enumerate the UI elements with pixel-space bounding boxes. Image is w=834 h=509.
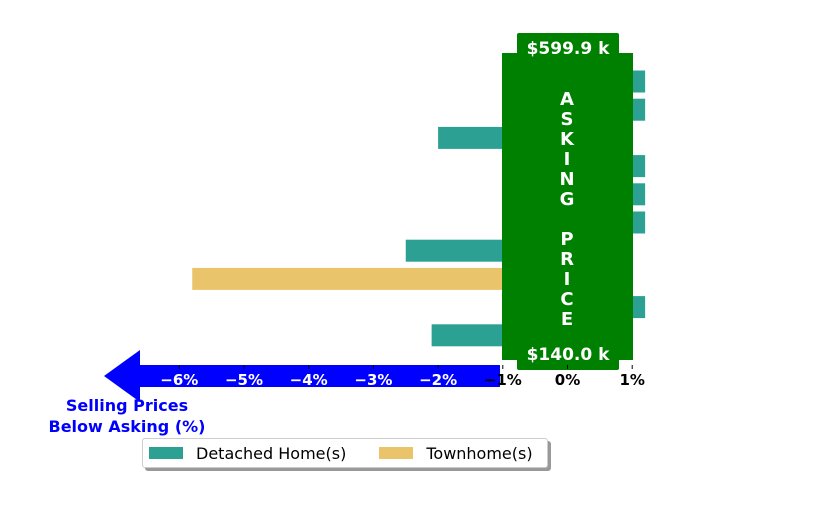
direction-arrow: Selling Prices Below Asking (%) — [49, 350, 500, 436]
bottom-price-box — [517, 342, 619, 370]
tick-label: 0% — [555, 371, 580, 389]
legend-label-detached: Detached Home(s) — [196, 443, 347, 463]
panel-letter: I — [564, 149, 571, 170]
arrow-label-line2: Below Asking (%) — [49, 417, 206, 436]
legend-label-townhome: Townhome(s) — [426, 443, 533, 463]
panel-letter: P — [560, 229, 573, 250]
tick-label: −6% — [160, 371, 198, 389]
panel-letter: S — [561, 109, 574, 130]
legend-swatch-detached — [149, 447, 183, 459]
top-price-box — [517, 33, 619, 61]
panel-letter: N — [559, 169, 574, 190]
legend-item-detached: Detached Home(s) — [149, 444, 346, 463]
panel-letter: G — [560, 189, 575, 210]
legend: Detached Home(s) Townhome(s) — [142, 438, 548, 468]
panel-letter: K — [560, 129, 575, 150]
legend-item-townhome: Townhome(s) — [379, 443, 533, 463]
panel-letter: A — [560, 89, 574, 110]
legend-swatch-townhome — [379, 447, 414, 459]
tick-label: −2% — [419, 371, 457, 389]
tick-label: 1% — [619, 371, 644, 389]
top-price-label: $599.9 k — [527, 39, 611, 59]
tick-label: −1% — [484, 371, 522, 389]
panel-body — [502, 53, 633, 360]
panel-letter: I — [564, 269, 571, 290]
panel-letter: R — [560, 249, 574, 270]
arrow-shape — [104, 350, 500, 402]
tick-label: −5% — [225, 371, 263, 389]
panel-letter: E — [561, 309, 573, 330]
arrow-label-line1: Selling Prices — [66, 396, 188, 415]
panel-letter: C — [560, 289, 573, 310]
x-axis-ticks: −6% −5% −4% −3% −2% −1% 0% 1% — [160, 365, 645, 389]
tick-label: −4% — [290, 371, 328, 389]
bottom-price-label: $140.0 k — [527, 345, 611, 365]
bar — [192, 267, 568, 290]
tick-label: −3% — [354, 371, 392, 389]
